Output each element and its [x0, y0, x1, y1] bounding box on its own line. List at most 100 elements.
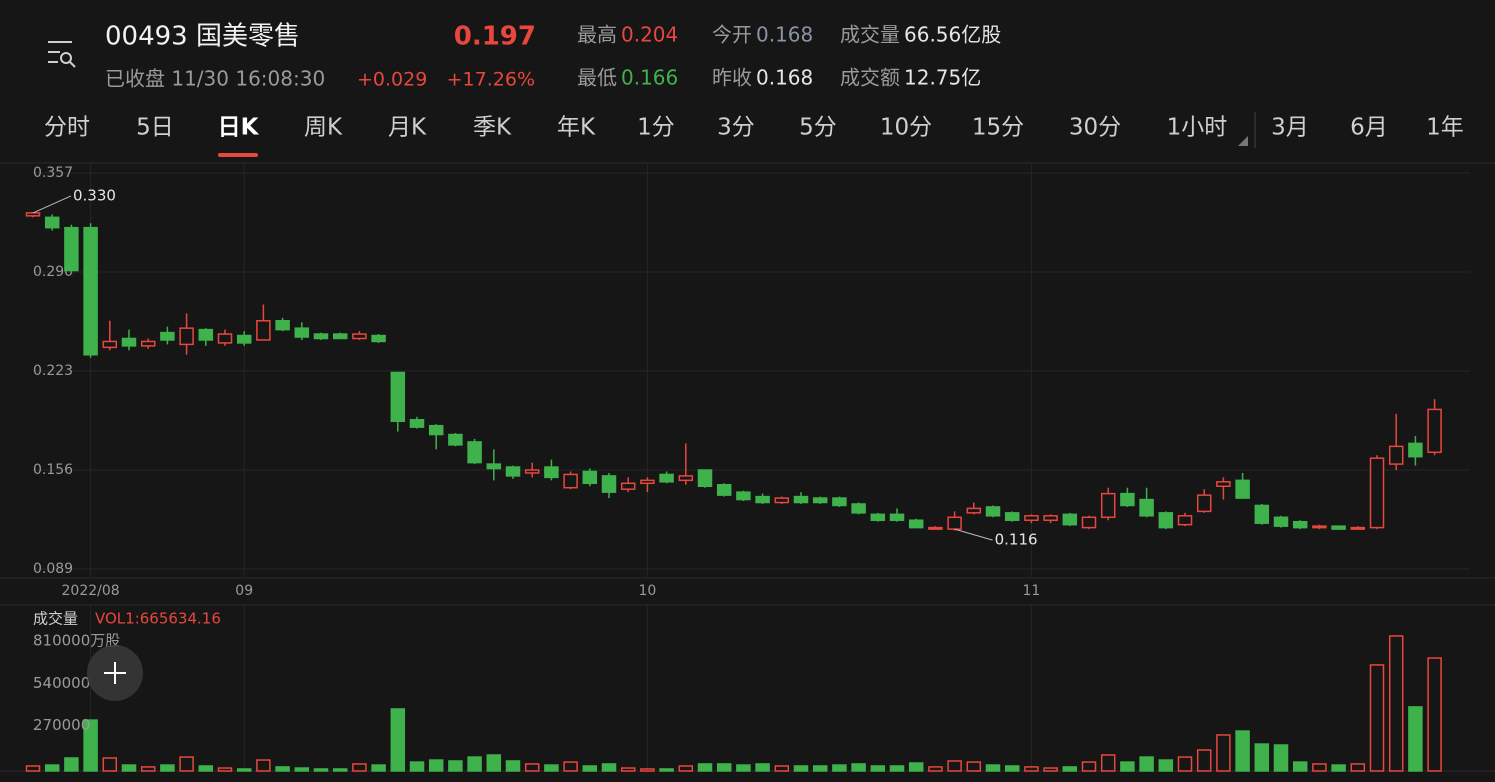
- volume-bar: [25, 765, 41, 772]
- tab[interactable]: 10分: [880, 115, 932, 141]
- price: 0.197: [454, 22, 536, 52]
- candle-body: [1388, 445, 1404, 465]
- volume-bar: [1350, 763, 1366, 772]
- volume-bar: [1312, 763, 1327, 772]
- candle-body: [582, 470, 598, 485]
- volume-bar: [620, 767, 636, 772]
- volume-bar: [1081, 761, 1097, 772]
- candle-body: [1004, 512, 1020, 521]
- stock-name: 00493 国美零售: [105, 22, 300, 52]
- volume-bar: [1158, 759, 1174, 772]
- candle-body: [1292, 520, 1308, 529]
- tab[interactable]: 月K: [388, 115, 427, 141]
- volume-bar: [928, 766, 943, 772]
- candle-body: [179, 327, 194, 346]
- candle-body: [889, 513, 905, 521]
- menu-icon[interactable]: [48, 41, 76, 68]
- volume-bar: [140, 766, 156, 772]
- volume-bar: [371, 764, 386, 772]
- tab[interactable]: 1分: [637, 115, 675, 141]
- candle-body: [812, 497, 828, 504]
- candle-body: [467, 441, 482, 464]
- candle-body: [774, 497, 790, 504]
- candle-body: [313, 333, 329, 340]
- volume-bar: [352, 763, 367, 772]
- tab[interactable]: 30分: [1069, 115, 1121, 141]
- volume-bar: [908, 762, 924, 772]
- stat-label: 今开: [712, 23, 752, 47]
- candle-body: [371, 334, 386, 343]
- volume-bar: [563, 761, 578, 772]
- volume-bar: [524, 763, 540, 772]
- volume-bar: [102, 757, 118, 772]
- volume-bar: [678, 765, 694, 772]
- candle-body: [716, 484, 732, 496]
- y-tick-label: 270000: [33, 716, 90, 734]
- volume-bar: [812, 765, 828, 772]
- volume-bar: [1100, 754, 1116, 772]
- tab[interactable]: 6月: [1350, 115, 1388, 141]
- tab[interactable]: 年K: [557, 115, 596, 141]
- volume-bar: [1062, 766, 1078, 772]
- candle-body: [352, 333, 367, 340]
- volume-bar: [1216, 734, 1231, 772]
- tab[interactable]: 3分: [717, 115, 755, 141]
- volume-bar: [64, 757, 79, 772]
- volume-bar: [851, 763, 866, 772]
- candle-body: [1427, 408, 1442, 454]
- candle-body: [1043, 515, 1058, 521]
- y-tick-label: 0.156: [33, 462, 73, 478]
- candle-body: [1024, 515, 1039, 521]
- candle-body: [275, 320, 290, 331]
- volume-bar: [179, 756, 194, 772]
- volume-bar: [486, 754, 502, 772]
- tab[interactable]: 分时: [44, 115, 90, 141]
- candle-body: [832, 497, 847, 507]
- volume-bar: [467, 756, 482, 772]
- candle-body: [44, 216, 60, 229]
- y-tick-label: 0.357: [33, 165, 73, 181]
- x-tick-label: 11: [1022, 583, 1040, 599]
- volume-bar: [448, 760, 463, 772]
- volume-bar: [947, 760, 962, 772]
- tab[interactable]: 5分: [799, 115, 837, 141]
- change-pct: +17.26%: [447, 69, 535, 91]
- candle-body: [697, 469, 713, 488]
- candle-body: [1235, 479, 1250, 499]
- y-tick-label: 0.089: [33, 561, 73, 577]
- annotation-line: [954, 528, 993, 541]
- volume-bar: [236, 768, 252, 772]
- stat-value: 0.168: [756, 23, 813, 47]
- volume-bar: [44, 764, 60, 772]
- candle-body: [294, 327, 310, 338]
- volume-bar: [1196, 749, 1212, 772]
- volume-indicator: VOL1:665634.16: [95, 610, 221, 628]
- tab[interactable]: 周K: [304, 115, 343, 141]
- status: 已收盘 11/30 16:08:30: [105, 67, 325, 91]
- candle-body: [1062, 513, 1078, 526]
- candle-body: [1312, 525, 1327, 529]
- stat-label: 最低: [577, 66, 617, 90]
- candle-body: [1408, 442, 1423, 458]
- y-tick-label: 0.290: [33, 264, 73, 280]
- annotation-line: [32, 195, 72, 214]
- tab[interactable]: 1小时: [1167, 115, 1228, 141]
- tab[interactable]: 15分: [972, 115, 1024, 141]
- tab[interactable]: 1年: [1426, 115, 1464, 141]
- stat-value: 0.166: [621, 66, 678, 90]
- candle-body: [928, 526, 943, 530]
- volume-bar: [755, 763, 770, 772]
- tab[interactable]: 5日: [136, 115, 174, 141]
- candle-body: [140, 340, 156, 347]
- candle-body: [620, 482, 636, 490]
- tab[interactable]: 日K: [218, 115, 260, 141]
- candle-body: [736, 491, 751, 501]
- candle-body: [601, 475, 617, 493]
- stat-value: 66.56亿股: [904, 23, 1001, 47]
- candle-body: [659, 473, 674, 483]
- volume-bar: [160, 764, 175, 772]
- volume-bar: [697, 763, 713, 772]
- tab[interactable]: 季K: [473, 115, 512, 141]
- tab[interactable]: 3月: [1271, 115, 1309, 141]
